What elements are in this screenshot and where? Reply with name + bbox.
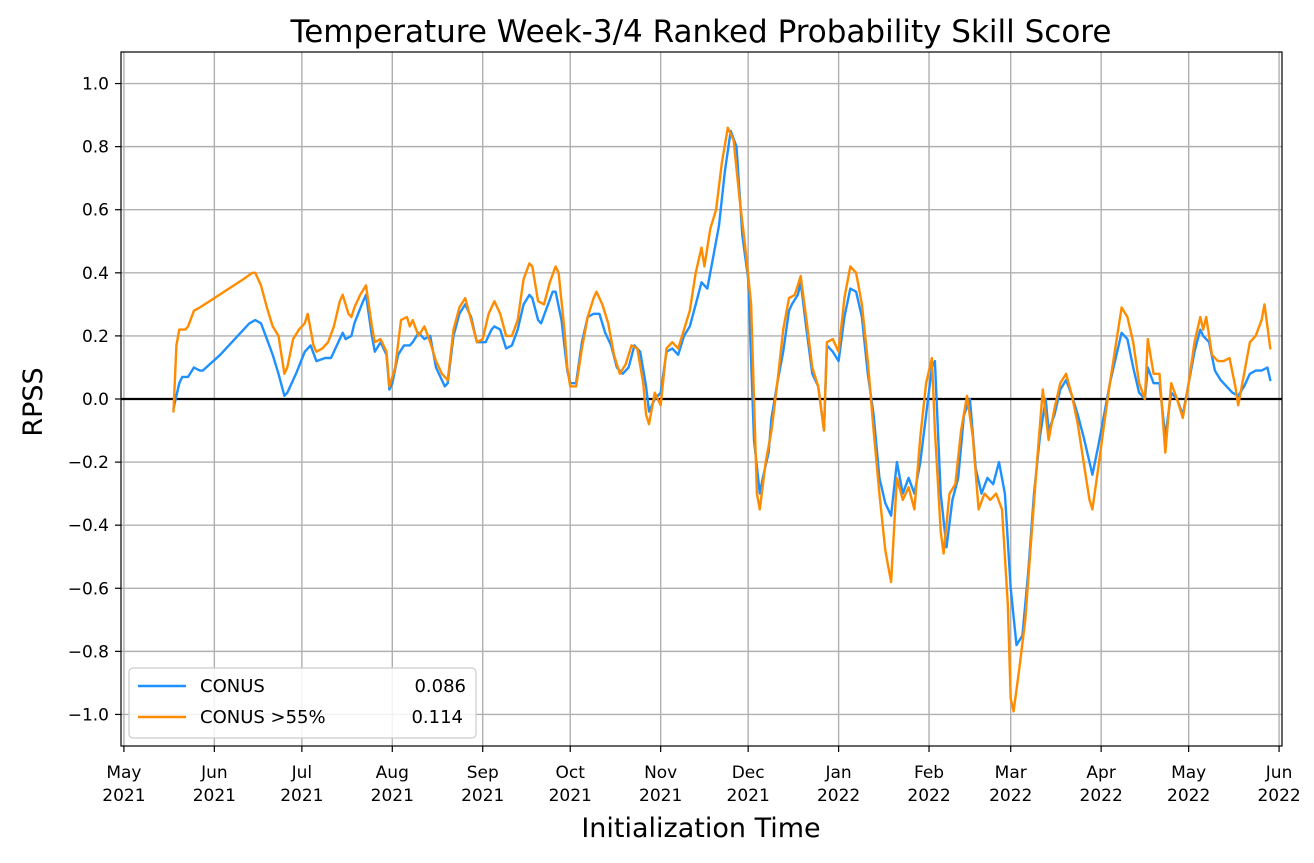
x-tick-month-label: Jun <box>200 763 228 783</box>
y-axis-label: RPSS <box>18 367 49 436</box>
x-tick-month-label: Jan <box>824 763 851 783</box>
x-tick-year-label: 2021 <box>727 786 770 806</box>
x-tick-month-label: Mar <box>995 763 1027 783</box>
legend-label-conus: CONUS <box>200 676 265 697</box>
y-tick-label: 0.2 <box>82 327 109 347</box>
x-tick-year-label: 2022 <box>1167 786 1210 806</box>
y-tick-label: −0.6 <box>68 579 109 599</box>
x-tick-month-label: Apr <box>1086 763 1115 783</box>
x-tick-month-label: Dec <box>732 763 765 783</box>
x-tick-year-label: 2022 <box>907 786 950 806</box>
x-tick-month-label: Jun <box>1265 763 1293 783</box>
y-tick-label: 0.6 <box>82 201 109 221</box>
x-tick-month-label: May <box>106 763 141 783</box>
series-layer <box>172 126 1272 713</box>
x-axis-ticks: May 2021 Jun 2021 Jul 2021 Aug 2021 Sep 2021 Oct 20… <box>102 746 1301 806</box>
legend-label-conus-55: CONUS >55% <box>200 707 326 728</box>
x-tick-year-label: 2021 <box>639 786 682 806</box>
x-tick-year-label: 2021 <box>549 786 592 806</box>
y-tick-label: −0.2 <box>68 453 109 473</box>
x-tick-month-label: Jul <box>291 763 313 783</box>
x-tick-year-label: 2022 <box>817 786 860 806</box>
x-tick-year-label: 2021 <box>102 786 145 806</box>
x-tick-month-label: Feb <box>914 763 944 783</box>
x-tick-year-label: 2022 <box>1080 786 1123 806</box>
x-axis-label: Initialization Time <box>581 813 820 844</box>
x-tick-month-label: Oct <box>556 763 586 783</box>
y-tick-label: 0.0 <box>82 390 109 410</box>
legend: CONUS 0.086 CONUS >55% 0.114 <box>128 667 477 739</box>
x-tick-month-label: May <box>1171 763 1206 783</box>
y-tick-label: −1.0 <box>68 705 109 725</box>
x-tick-year-label: 2022 <box>1257 786 1300 806</box>
series-line-conus-55 <box>172 126 1272 713</box>
y-tick-label: −0.8 <box>68 642 109 662</box>
x-tick-month-label: Nov <box>644 763 677 783</box>
x-tick-year-label: 2022 <box>989 786 1032 806</box>
x-tick-month-label: Sep <box>467 763 499 783</box>
y-tick-label: −0.4 <box>68 516 109 536</box>
x-tick-year-label: 2021 <box>280 786 323 806</box>
y-tick-label: 1.0 <box>82 75 109 95</box>
legend-box <box>128 667 477 739</box>
x-tick-year-label: 2021 <box>461 786 504 806</box>
legend-value-conus-55: 0.114 <box>411 707 463 728</box>
x-tick-year-label: 2021 <box>193 786 236 806</box>
y-axis-ticks: 1.0 0.8 0.6 0.4 0.2 0.0 −0.2 −0.4 −0.6 −0.8 −1.0 <box>68 75 121 725</box>
x-tick-year-label: 2021 <box>371 786 414 806</box>
chart-title: Temperature Week-3/4 Ranked Probability … <box>290 14 1112 50</box>
legend-value-conus: 0.086 <box>414 676 466 697</box>
y-tick-label: 0.8 <box>82 138 109 158</box>
x-tick-month-label: Aug <box>376 763 409 783</box>
y-tick-label: 0.4 <box>82 264 109 284</box>
